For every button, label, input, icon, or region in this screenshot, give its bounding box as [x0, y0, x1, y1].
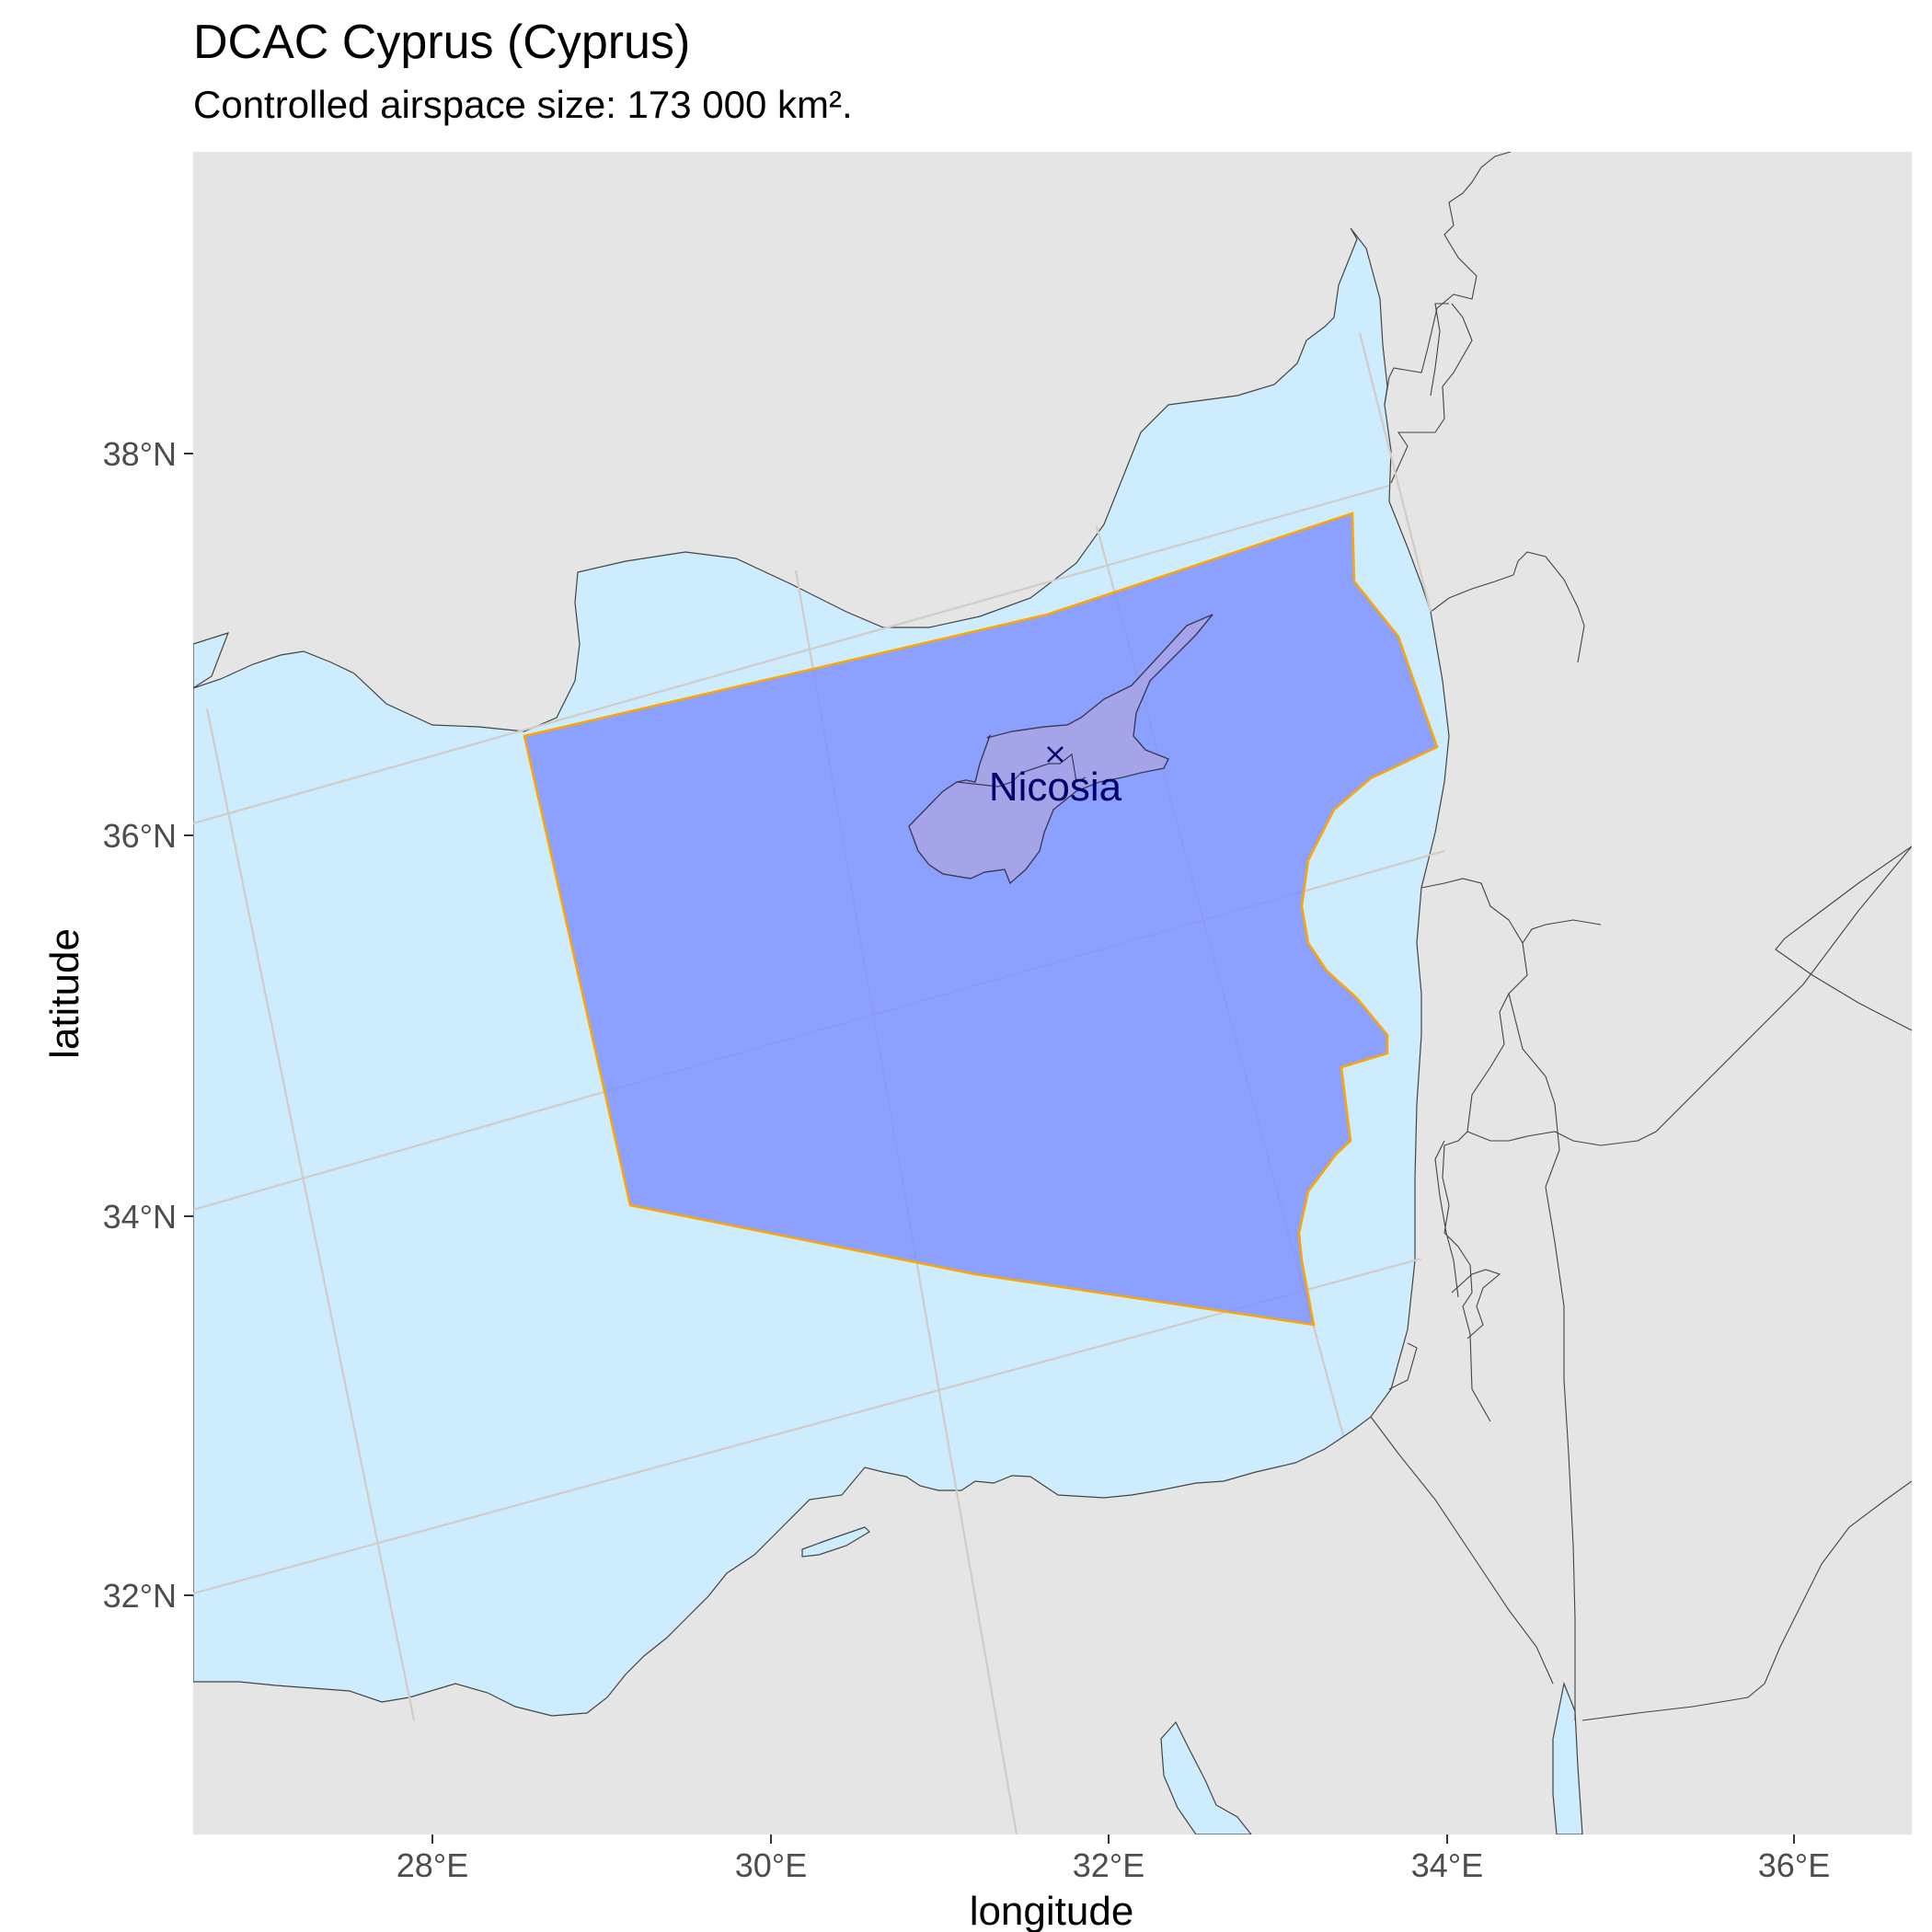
x-tick-label: 32°E [1073, 1846, 1144, 1884]
nicosia-label: Nicosia [989, 765, 1122, 810]
x-axis-title: longitude [970, 1889, 1134, 1932]
airspace-polygon[interactable] [523, 512, 1439, 1327]
lagoon-area [801, 1526, 870, 1558]
cyprus-internal-line [956, 753, 1087, 788]
y-axis-title: latitude [42, 928, 87, 1059]
x-tick-label: 34°E [1411, 1846, 1483, 1884]
x-tick-label: 30°E [735, 1846, 807, 1884]
x-tick-label: 36°E [1758, 1846, 1830, 1884]
x-axis: 28°E 30°E 32°E 34°E 36°E [397, 1834, 1830, 1884]
y-tick-label: 38°N [103, 435, 177, 473]
gulf-aqaba-area [1552, 1681, 1583, 1834]
y-tick-label: 36°N [103, 817, 177, 855]
y-tick-label: 32°N [103, 1577, 177, 1615]
chart-subtitle: Controlled airspace size: 173 000 km². [193, 83, 853, 126]
map-panel: Nicosia [193, 152, 1912, 1834]
y-tick-label: 34°N [103, 1198, 177, 1236]
gulf-suez-area [1160, 1720, 1252, 1834]
y-axis: 38°N 36°N 34°N 32°N [103, 435, 193, 1615]
x-tick-label: 28°E [397, 1846, 468, 1884]
country-borders [1370, 152, 1912, 1721]
chart-title: DCAC Cyprus (Cyprus) [193, 16, 691, 69]
nicosia-marker[interactable] [1047, 746, 1064, 763]
